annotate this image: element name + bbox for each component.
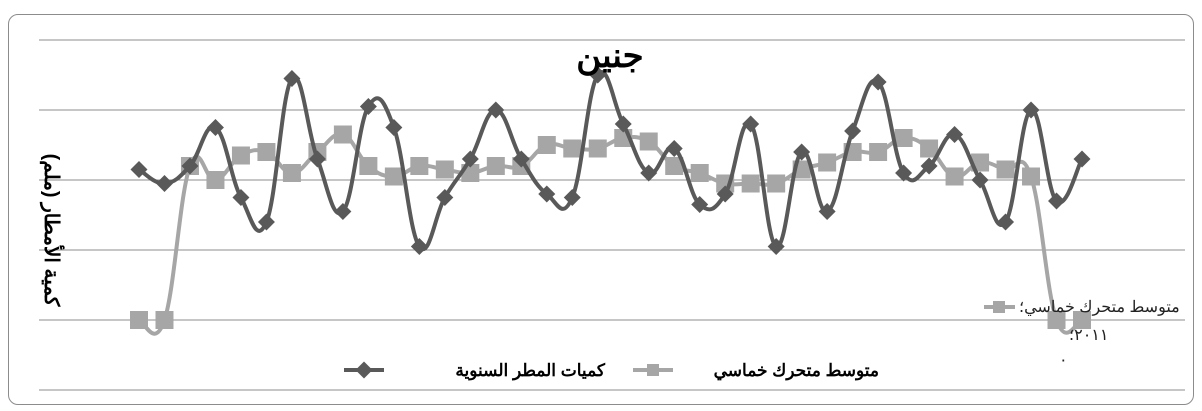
data-point-annual-rainfall — [946, 126, 964, 143]
data-point-annual-rainfall — [232, 189, 250, 206]
data-point-moving-average — [231, 146, 250, 165]
data-point-moving-average — [1073, 311, 1091, 329]
data-point-moving-average — [384, 167, 403, 186]
data-point-moving-average — [639, 132, 658, 151]
data-point-moving-average — [665, 157, 684, 175]
data-point-moving-average — [1047, 311, 1066, 329]
data-point-annual-rainfall — [640, 164, 658, 182]
data-point-annual-rainfall — [359, 98, 377, 115]
data-point-moving-average — [359, 157, 378, 175]
callout-value-label-2: ٠ — [1059, 352, 1068, 369]
data-point-annual-rainfall — [818, 203, 836, 220]
data-point-moving-average — [690, 164, 709, 182]
data-point-moving-average — [945, 167, 964, 186]
chart-legend: متوسط متحرك خماسي كميات المطر السنوية — [344, 361, 879, 381]
chart-title: جنين — [576, 37, 643, 76]
data-point-annual-rainfall — [487, 101, 505, 119]
chart-area: جنين كمية الأمطار (ملم) متوسط متحرك خماس… — [8, 14, 1194, 405]
data-point-annual-rainfall — [436, 189, 454, 206]
data-point-moving-average — [333, 125, 352, 144]
data-point-annual-rainfall — [410, 238, 428, 255]
data-point-moving-average — [537, 136, 556, 154]
data-point-annual-rainfall — [1048, 192, 1065, 210]
data-point-moving-average — [741, 174, 760, 193]
series-line-moving-average — [138, 132, 1083, 336]
data-point-annual-rainfall — [971, 171, 989, 189]
data-point-moving-average — [869, 143, 888, 161]
data-point-moving-average — [563, 139, 582, 158]
legend-label-annual-rainfall: كميات المطر السنوية — [455, 361, 605, 381]
data-point-moving-average — [588, 139, 607, 158]
data-point-annual-rainfall — [308, 150, 326, 168]
data-point-annual-rainfall — [385, 119, 403, 136]
data-point-annual-rainfall — [716, 185, 734, 203]
data-point-annual-rainfall — [895, 164, 913, 182]
data-point-annual-rainfall — [181, 157, 199, 175]
data-point-annual-rainfall — [589, 66, 607, 84]
data-point-moving-average — [1022, 167, 1041, 186]
data-point-annual-rainfall — [563, 189, 581, 206]
data-point-moving-average — [155, 311, 174, 329]
legend-item-annual-rainfall: كميات المطر السنوية — [344, 361, 606, 381]
data-point-annual-rainfall — [869, 73, 887, 91]
data-point-annual-rainfall — [1022, 101, 1040, 119]
data-point-moving-average — [282, 164, 301, 182]
data-point-moving-average — [435, 160, 454, 179]
data-point-annual-rainfall — [461, 150, 479, 168]
data-point-moving-average — [767, 174, 786, 193]
data-point-moving-average — [486, 157, 505, 175]
data-point-annual-rainfall — [334, 203, 352, 220]
data-point-moving-average — [818, 153, 837, 172]
data-point-annual-rainfall — [920, 157, 938, 175]
y-axis-label: كمية الأمطار (ملم) — [39, 154, 65, 307]
series-layer — [130, 66, 1091, 336]
data-point-annual-rainfall — [767, 238, 785, 255]
data-point-annual-rainfall — [538, 185, 556, 203]
legend-item-moving-average: متوسط متحرك خماسي — [633, 361, 879, 381]
data-point-annual-rainfall — [793, 143, 811, 161]
data-point-annual-rainfall — [691, 196, 709, 213]
data-callout: متوسط متحرك خماسي؛ ٢٠١١؛ ٠ — [984, 299, 1180, 369]
data-point-annual-rainfall — [742, 115, 760, 133]
data-point-annual-rainfall — [512, 150, 530, 168]
data-point-moving-average — [130, 311, 148, 329]
data-point-annual-rainfall — [614, 115, 632, 133]
data-point-moving-average — [920, 139, 939, 158]
data-point-moving-average — [206, 171, 225, 189]
callout-value-label: ٢٠١١؛ — [1069, 327, 1108, 344]
gridlines — [39, 39, 1185, 391]
line-chart: جنين كمية الأمطار (ملم) متوسط متحرك خماس… — [39, 37, 1185, 391]
data-point-moving-average — [894, 129, 913, 147]
data-point-moving-average — [996, 160, 1015, 179]
data-point-annual-rainfall — [257, 213, 275, 231]
data-point-annual-rainfall — [665, 140, 683, 157]
data-point-annual-rainfall — [997, 213, 1015, 231]
data-point-annual-rainfall — [156, 175, 173, 192]
data-point-annual-rainfall — [1073, 150, 1091, 168]
data-point-annual-rainfall — [283, 70, 301, 87]
data-point-moving-average — [410, 157, 429, 175]
data-point-annual-rainfall — [844, 122, 862, 140]
legend-label-moving-average: متوسط متحرك خماسي — [714, 361, 879, 381]
callout-series-label: متوسط متحرك خماسي؛ — [1019, 299, 1180, 316]
figure-caption-partial — [0, 0, 1202, 5]
data-point-moving-average — [257, 143, 276, 161]
